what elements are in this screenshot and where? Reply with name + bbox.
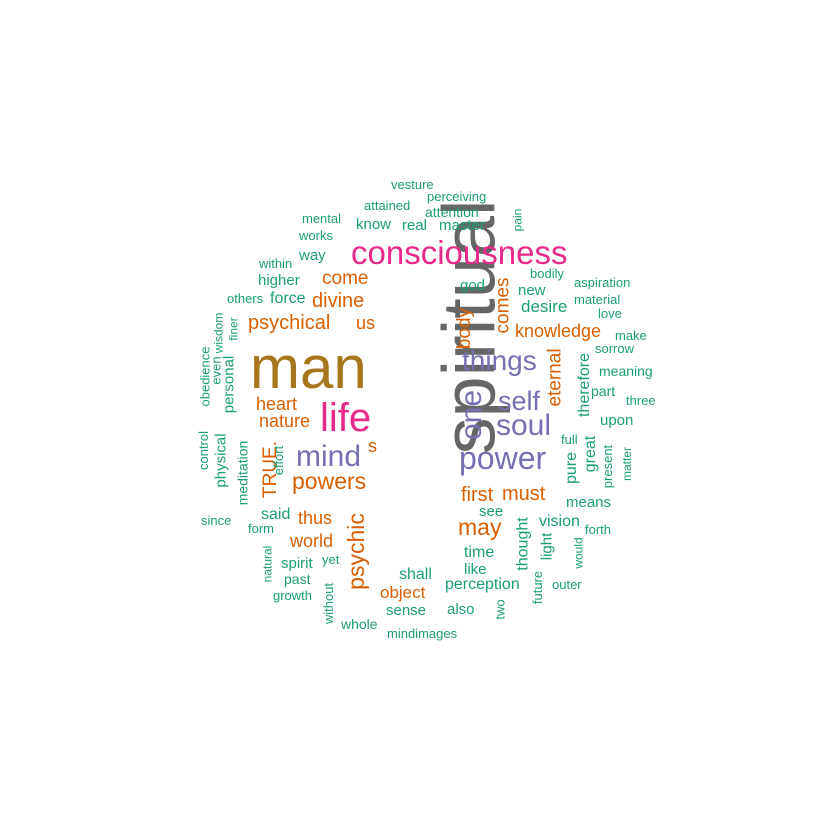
word-others: others [227, 291, 264, 306]
word-part: part [591, 383, 616, 399]
word-works: works [299, 228, 333, 243]
word-knowledge: knowledge [515, 321, 602, 341]
word-perception: perception [445, 576, 520, 593]
word-natural: natural [260, 545, 275, 583]
word-personal: personal [220, 355, 238, 414]
word-upon: upon [600, 412, 634, 429]
word-growth: growth [273, 588, 313, 603]
word-self: self [498, 386, 541, 416]
word-form: form [248, 521, 274, 536]
word-effort: effort [271, 445, 287, 476]
word-means: means [566, 494, 612, 511]
word-sense: sense [386, 602, 427, 619]
word-aspiration: aspiration [574, 275, 631, 290]
word-soul: soul [496, 409, 552, 442]
word-eternal: eternal [544, 348, 566, 407]
word-two: two [492, 599, 508, 620]
word-mind: mind [296, 440, 362, 473]
word-pure: pure [563, 451, 581, 485]
word-man: man [250, 334, 367, 401]
word-light: light [538, 532, 556, 561]
word-comes: comes [492, 277, 514, 334]
word-without: without [321, 582, 337, 625]
word-whole: whole [341, 616, 378, 632]
word-future: future [530, 570, 546, 605]
word-must: must [502, 483, 546, 505]
word-time: time [464, 544, 495, 561]
word-forth: forth [585, 522, 612, 537]
word-divine: divine [312, 290, 365, 312]
word-spirit: spirit [281, 555, 313, 572]
word-meditation: meditation [234, 440, 251, 506]
word-physical: physical [212, 433, 230, 488]
word-s: s [368, 436, 377, 456]
word-sorrow: sorrow [595, 341, 635, 356]
word-shall: shall [399, 566, 432, 583]
word-bodily: bodily [530, 266, 564, 281]
word-perceiving: perceiving [427, 189, 487, 204]
word-past: past [284, 571, 311, 587]
word-also: also [447, 601, 475, 618]
word-attained: attained [364, 198, 411, 213]
word-within: within [259, 256, 293, 271]
word-mental: mental [302, 211, 342, 226]
word-real: real [402, 217, 428, 234]
word-see: see [479, 503, 504, 520]
word-one: one [455, 389, 489, 441]
word-life: life [320, 396, 372, 440]
word-three: three [626, 393, 656, 408]
word-psychic: psychic [342, 513, 369, 590]
word-force: force [270, 290, 306, 307]
word-vision: vision [539, 513, 580, 530]
word-material: material [574, 292, 621, 307]
word-vesture: vesture [391, 177, 434, 192]
word-consciousness: consciousness [351, 234, 568, 271]
word-object: object [380, 583, 426, 602]
word-wisdom: wisdom [211, 312, 226, 354]
word-outer: outer [552, 577, 582, 592]
word-like: like [464, 561, 487, 578]
word-since: since [201, 513, 232, 528]
word-things: things [462, 345, 537, 376]
word-know: know [356, 216, 392, 233]
word-great: great [582, 435, 600, 473]
word-love: love [598, 306, 622, 321]
word-would: would [571, 537, 586, 569]
word-full: full [561, 432, 578, 447]
word-higher: higher [258, 272, 300, 289]
word-heart: heart [256, 394, 298, 414]
word-meaning: meaning [599, 363, 653, 379]
word-come: come [322, 268, 369, 289]
word-us: us [356, 313, 376, 333]
word-make: make [615, 328, 647, 343]
word-god: god [460, 277, 486, 294]
word-psychical: psychical [248, 312, 331, 334]
word-yet: yet [322, 552, 340, 567]
word-first: first [461, 484, 494, 506]
word-pain: pain [510, 208, 525, 232]
word-body: body [454, 307, 476, 350]
word-nature: nature [259, 411, 311, 431]
word-master: master [439, 217, 485, 234]
word-thus: thus [298, 508, 333, 528]
word-matter: matter [620, 446, 635, 482]
word-control: control [196, 430, 212, 471]
word-attention: attention [425, 204, 479, 220]
word-thought: thought [514, 517, 532, 571]
word-may: may [458, 514, 502, 540]
word-power: power [459, 440, 547, 476]
word-present: present [600, 444, 616, 489]
word-desire: desire [521, 297, 568, 316]
word-said: said [261, 506, 291, 523]
word-way: way [299, 247, 326, 264]
word-new: new [518, 282, 546, 299]
word-finer: finer [226, 317, 241, 341]
word-powers: powers [292, 468, 367, 494]
word-mindimages: mindimages [387, 626, 458, 641]
word-world: world [290, 531, 334, 551]
